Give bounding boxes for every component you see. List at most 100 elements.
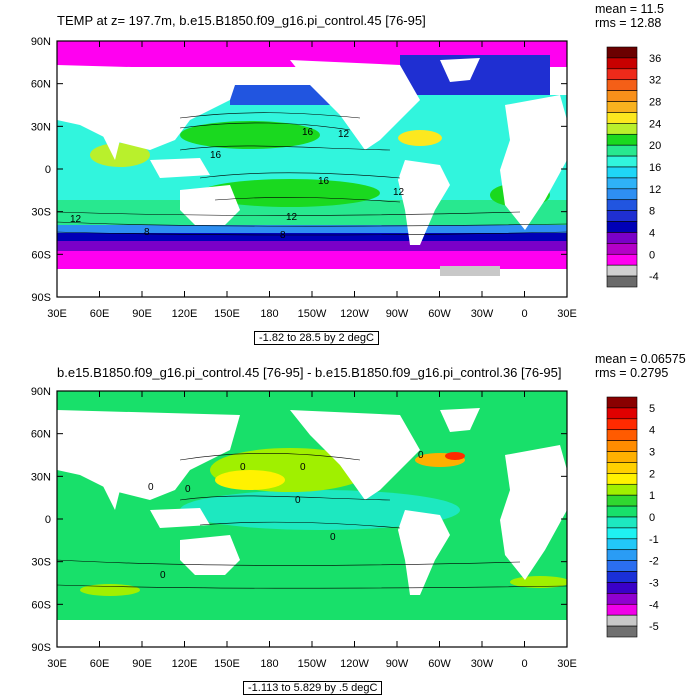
colorbar-swatch bbox=[606, 221, 638, 233]
colorbar-label: 12 bbox=[649, 184, 661, 196]
y-tick-label: 90N bbox=[31, 386, 51, 398]
panel1-sea-ice bbox=[440, 266, 500, 276]
panel1-mean: mean = 11.5 bbox=[595, 2, 664, 16]
panel2-mean: mean = 0.06575 bbox=[595, 352, 686, 366]
contour-label: 12 bbox=[70, 214, 82, 225]
colorbar-swatch bbox=[606, 90, 638, 102]
contour-label: 0 bbox=[185, 484, 191, 495]
x-tick-label: 120W bbox=[340, 308, 369, 320]
colorbar-swatch bbox=[606, 429, 638, 441]
y-tick-label: 60N bbox=[31, 429, 51, 441]
colorbar-label: -2 bbox=[649, 556, 659, 568]
x-tick-label: 120E bbox=[172, 308, 198, 320]
colorbar-swatch bbox=[606, 68, 638, 81]
panel1-colorbar: 36 32 28 24 20 16 12 8 4 0 -4 bbox=[606, 46, 661, 288]
x-tick-label: 30E bbox=[47, 658, 67, 670]
colorbar-swatch bbox=[606, 210, 638, 222]
colorbar-label: 5 bbox=[649, 403, 655, 415]
colorbar-label: -4 bbox=[649, 271, 659, 283]
colorbar-swatch bbox=[606, 473, 638, 485]
colorbar-label: -4 bbox=[649, 599, 659, 611]
colorbar-swatch bbox=[606, 144, 638, 157]
colorbar-swatch bbox=[606, 440, 638, 452]
x-tick-label: 30E bbox=[557, 308, 577, 320]
panel2-land bbox=[57, 408, 567, 595]
colorbar-swatch bbox=[606, 46, 638, 59]
colorbar-swatch bbox=[606, 396, 638, 409]
x-tick-label: 30W bbox=[471, 658, 494, 670]
x-tick-label: 150W bbox=[298, 308, 327, 320]
colorbar-swatch bbox=[606, 133, 638, 146]
panel2-range-note: -1.113 to 5.829 by .5 degC bbox=[243, 681, 383, 695]
panel2-contour-labels: 0 0 0 0 0 0 0 0 bbox=[148, 450, 424, 581]
colorbar-label: 4 bbox=[649, 425, 655, 437]
x-tick-label: 120E bbox=[172, 658, 198, 670]
contour-label: 12 bbox=[286, 212, 298, 223]
y-tick-label: 30S bbox=[31, 207, 51, 219]
colorbar-swatch bbox=[606, 538, 638, 551]
contour-label: 0 bbox=[295, 495, 301, 506]
x-tick-label: 0 bbox=[521, 658, 527, 670]
colorbar-swatch bbox=[606, 243, 638, 255]
contour-label: 0 bbox=[240, 462, 246, 473]
colorbar-label: 0 bbox=[649, 512, 655, 524]
panel1-contours bbox=[57, 112, 567, 236]
colorbar-swatch bbox=[606, 57, 638, 70]
colorbar-label: 20 bbox=[649, 140, 661, 152]
colorbar-swatch bbox=[606, 560, 638, 572]
contour-label: 0 bbox=[300, 462, 306, 473]
panel2-rms: rms = 0.2795 bbox=[595, 366, 669, 380]
panel2-title: b.e15.B1850.f09_g16.pi_control.45 [76-95… bbox=[57, 365, 562, 380]
x-tick-label: 60W bbox=[428, 308, 451, 320]
colorbar-label: 8 bbox=[649, 206, 655, 218]
contour-label: 0 bbox=[148, 482, 154, 493]
y-tick-label: 30N bbox=[31, 471, 51, 483]
colorbar-label: -5 bbox=[649, 621, 659, 633]
colorbar-swatch bbox=[606, 451, 638, 463]
colorbar-swatch bbox=[606, 112, 638, 124]
x-tick-label: 30E bbox=[47, 308, 67, 320]
contour-label: 8 bbox=[280, 230, 286, 241]
panel1-rms: rms = 12.88 bbox=[595, 16, 662, 30]
colorbar-swatch bbox=[606, 275, 638, 288]
contour-label: 12 bbox=[393, 187, 405, 198]
x-tick-label: 180 bbox=[260, 658, 278, 670]
colorbar-swatch bbox=[606, 483, 638, 496]
contour-label: 0 bbox=[160, 570, 166, 581]
colorbar-swatch bbox=[606, 625, 638, 638]
colorbar-swatch bbox=[606, 527, 638, 540]
colorbar-swatch bbox=[606, 614, 638, 627]
x-tick-label: 120W bbox=[340, 658, 369, 670]
colorbar-swatch bbox=[606, 516, 638, 529]
panel1-range-note: -1.82 to 28.5 by 2 degC bbox=[254, 331, 379, 345]
colorbar-swatch bbox=[606, 407, 638, 420]
x-tick-label: 60E bbox=[90, 308, 110, 320]
colorbar-swatch bbox=[606, 79, 638, 91]
colorbar-swatch bbox=[606, 166, 638, 179]
colorbar-label: 28 bbox=[649, 97, 661, 109]
colorbar-label: 2 bbox=[649, 468, 655, 480]
colorbar-swatch bbox=[606, 123, 638, 135]
colorbar-swatch bbox=[606, 253, 638, 266]
x-tick-label: 30E bbox=[557, 658, 577, 670]
x-tick-label: 60W bbox=[428, 658, 451, 670]
y-tick-label: 90S bbox=[31, 292, 51, 304]
colorbar-swatch bbox=[606, 494, 638, 507]
colorbar-swatch bbox=[606, 264, 638, 277]
colorbar-swatch bbox=[606, 155, 638, 168]
y-tick-label: 60S bbox=[31, 249, 51, 261]
colorbar-swatch bbox=[606, 188, 638, 201]
y-tick-label: 30N bbox=[31, 121, 51, 133]
contour-label: 16 bbox=[302, 127, 314, 138]
contour-label: 16 bbox=[210, 150, 222, 161]
colorbar-label: 0 bbox=[649, 249, 655, 261]
x-tick-label: 150E bbox=[214, 308, 240, 320]
contour-label: 8 bbox=[144, 227, 150, 238]
panel1-land bbox=[57, 58, 567, 245]
x-tick-label: 150E bbox=[214, 658, 240, 670]
colorbar-swatch bbox=[606, 101, 638, 113]
y-tick-label: 60S bbox=[31, 599, 51, 611]
x-tick-label: 60E bbox=[90, 658, 110, 670]
x-tick-label: 90E bbox=[132, 308, 152, 320]
